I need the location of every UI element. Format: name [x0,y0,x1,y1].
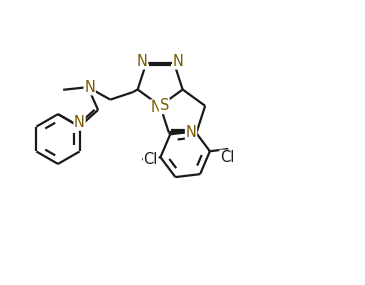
Text: N: N [185,125,196,140]
Text: N: N [150,100,161,115]
Text: Cl: Cl [143,152,158,167]
Text: N: N [137,54,147,69]
Text: S: S [160,98,169,113]
Text: N: N [84,80,95,95]
Text: N: N [173,54,184,69]
Text: N: N [74,115,85,130]
Text: Cl: Cl [220,150,234,165]
